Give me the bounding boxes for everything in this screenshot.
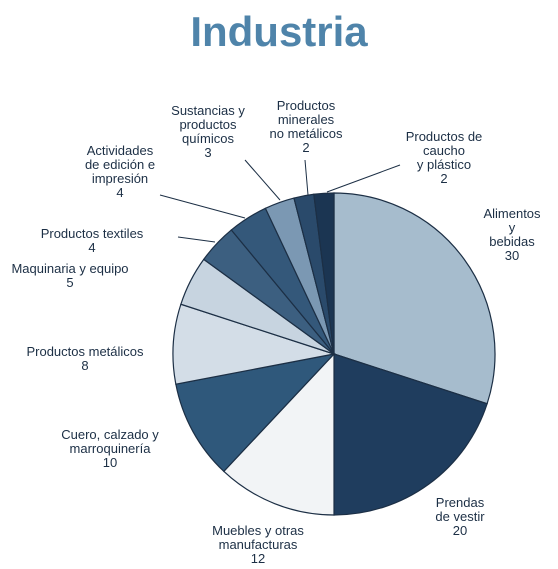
slice-label: Productos minerales no metálicos 2: [270, 99, 343, 155]
value-label: 4: [116, 185, 124, 200]
chart-title: Industria: [190, 8, 368, 55]
slice-label: Productos metálicos 8: [26, 345, 143, 373]
slice-label: Actividades de edición e impresión 4: [85, 144, 155, 200]
value-label: 2: [302, 140, 310, 155]
pie-slice: [313, 192, 335, 355]
pie-slice: [222, 352, 335, 516]
category-label: Prendas de vestir: [435, 495, 485, 524]
value-label: 5: [66, 275, 74, 290]
category-label: Productos minerales no metálicos: [269, 98, 343, 141]
value-label: 10: [102, 455, 118, 470]
value-label: 3: [204, 145, 212, 160]
category-label: Actividades de edición e impresión: [84, 143, 156, 186]
leader-line: [326, 164, 401, 193]
slice-label: Cuero, calzado y marroquinería 10: [61, 428, 159, 470]
category-label: Cuero, calzado y marroquinería: [61, 427, 159, 456]
category-label: Alimentos y bebidas: [483, 206, 541, 249]
pie-slice: [333, 192, 496, 405]
slice-label: Prendas de vestir 20: [435, 496, 484, 538]
slice-label: Maquinaria y equipo 5: [11, 262, 128, 290]
value-label: 8: [81, 358, 89, 373]
value-label: 20: [452, 523, 468, 538]
value-label: 4: [88, 240, 96, 255]
category-label: Productos metálicos: [26, 344, 144, 359]
category-label: Sustancias y productos químicos: [171, 103, 245, 146]
value-label: 2: [440, 171, 448, 186]
leader-line: [177, 236, 216, 243]
slice-label: Productos de caucho y plástico 2: [387, 130, 501, 186]
slice-label: Muebles y otras manufacturas 12: [212, 524, 304, 566]
slice-label: Sustancias y productos químicos 3: [171, 104, 245, 160]
category-label: Muebles y otras manufacturas: [212, 523, 304, 552]
pie-slice: [333, 353, 488, 516]
pie-slice: [175, 353, 336, 473]
value-label: 12: [250, 551, 266, 566]
leader-line: [159, 194, 246, 219]
value-label: 30: [504, 248, 520, 263]
category-label: Productos de caucho y plástico: [405, 129, 483, 172]
category-label: Productos textiles: [40, 226, 144, 241]
slice-label: Alimentos y bebidas 30: [483, 207, 540, 263]
category-label: Maquinaria y equipo: [11, 261, 129, 276]
leader-line: [304, 159, 309, 196]
leader-line: [244, 159, 281, 201]
slice-label: Productos textiles 4: [41, 227, 144, 255]
